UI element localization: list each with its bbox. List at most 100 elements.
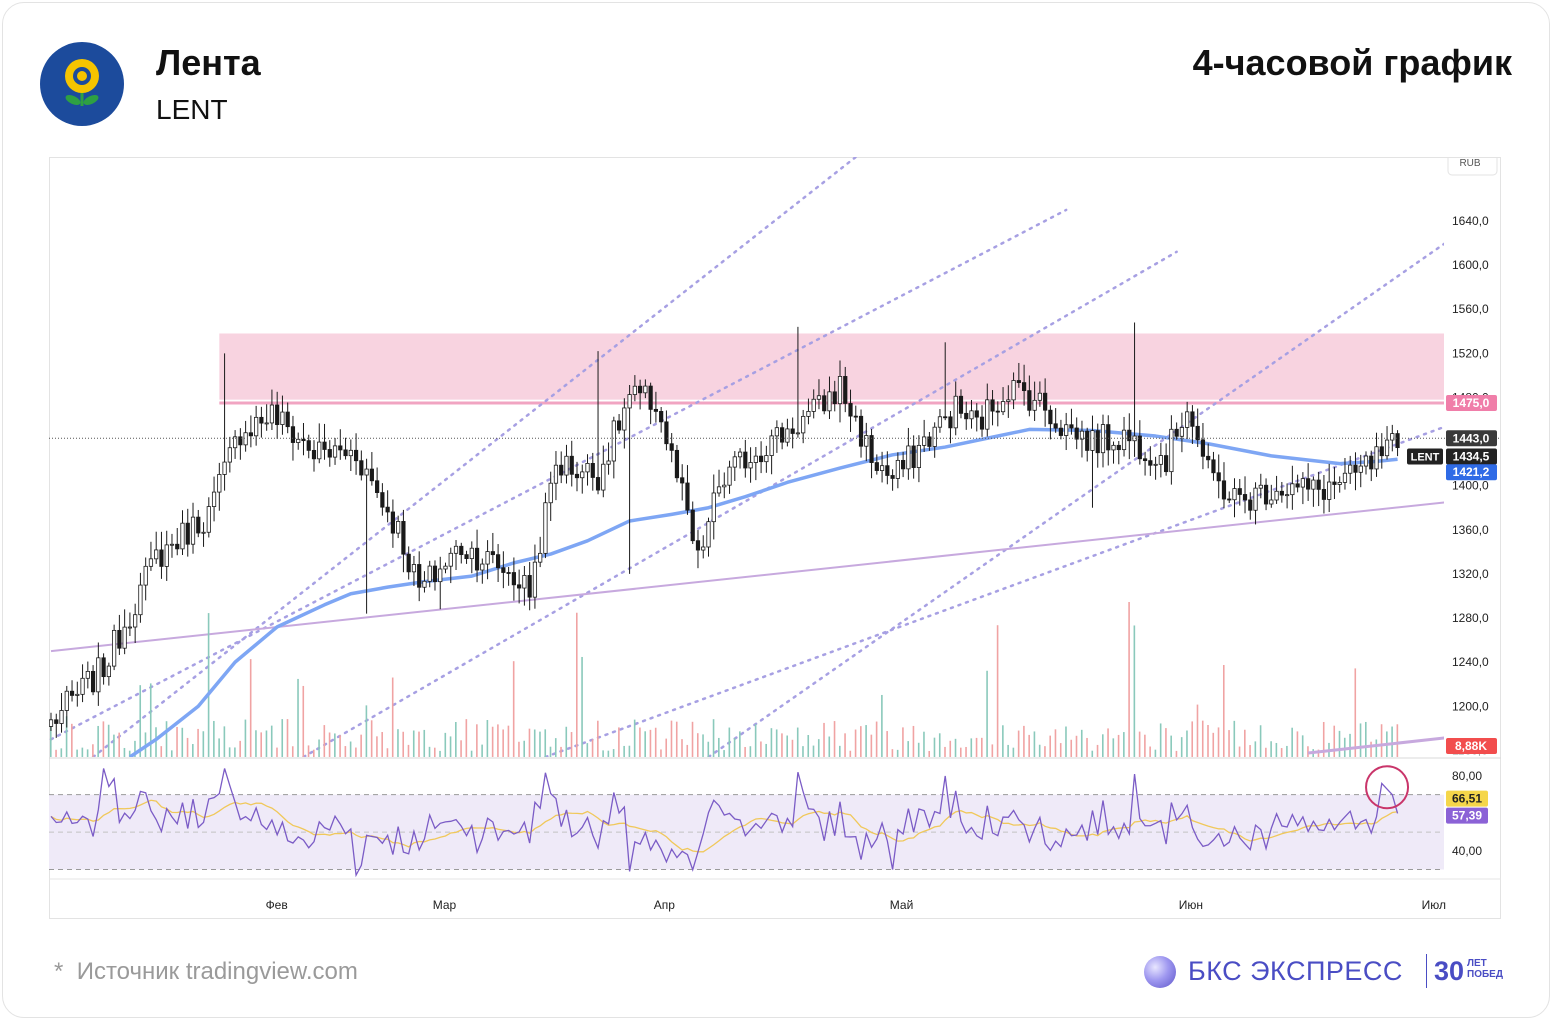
volume-bar: [928, 750, 931, 757]
price-plot-area: [49, 157, 1444, 757]
volume-bar: [355, 747, 357, 757]
volume-bar: [433, 747, 436, 757]
candle: [732, 451, 737, 482]
volume-bar: [649, 729, 652, 757]
volume-bar: [1138, 731, 1141, 757]
candle: [1053, 408, 1058, 433]
candle: [1306, 463, 1311, 501]
candle: [1032, 381, 1037, 421]
volume-bar: [707, 741, 710, 757]
chart-timeframe-title: 4-часовой график: [1192, 42, 1512, 83]
volume-bar: [539, 731, 541, 757]
candle: [248, 415, 253, 448]
candle: [964, 401, 969, 430]
candle: [722, 472, 727, 499]
candle: [133, 603, 138, 644]
candle: [1064, 412, 1069, 451]
volume-bar: [565, 726, 568, 757]
candle: [112, 624, 117, 671]
volume-trendline: [1307, 736, 1444, 755]
price-tick-label: 1320,0: [1452, 567, 1489, 581]
candle: [238, 428, 243, 460]
candle: [275, 391, 280, 439]
volume-bar: [1201, 720, 1204, 757]
month-label: Июн: [1179, 898, 1203, 912]
candle: [206, 497, 211, 538]
volume-bar: [81, 747, 84, 757]
candle: [1279, 481, 1284, 503]
candle: [632, 375, 637, 402]
candle: [743, 439, 748, 478]
month-label: Апр: [654, 898, 676, 912]
price-tick-label: 1280,0: [1452, 611, 1489, 625]
volume-bar: [507, 725, 510, 757]
ma-price-tag: 1421,2: [1453, 465, 1490, 479]
candle: [706, 517, 711, 557]
volume-bar: [949, 740, 952, 757]
month-label: Мар: [433, 898, 457, 912]
volume-bar: [86, 749, 89, 757]
volume-bar: [549, 746, 552, 757]
candle: [501, 551, 506, 589]
volume-bar: [923, 731, 925, 757]
volume-bar: [407, 744, 410, 757]
volume-bar: [817, 739, 820, 757]
volume-bar: [497, 724, 499, 757]
candle: [1337, 476, 1342, 493]
candle: [122, 609, 127, 655]
candle: [406, 546, 411, 580]
candle: [906, 427, 911, 480]
candle: [1074, 417, 1079, 450]
candle: [396, 515, 401, 539]
volume-bar: [276, 747, 278, 757]
candle: [1169, 415, 1174, 485]
volume-bar: [938, 733, 941, 757]
brand-years: 30: [1434, 956, 1465, 986]
volume-bar: [597, 720, 599, 757]
volume-bar: [1023, 725, 1025, 757]
volume-bar: [328, 732, 331, 757]
volume-bar: [491, 726, 494, 757]
volume-bar: [186, 737, 189, 757]
candle: [627, 385, 632, 574]
candle: [495, 544, 501, 582]
volume-bar: [1144, 734, 1146, 757]
volume-bar: [523, 740, 525, 757]
volume-bar: [576, 612, 578, 757]
candle: [1384, 426, 1390, 460]
candle: [332, 437, 338, 465]
volume-bar: [1049, 735, 1051, 757]
candle: [1206, 443, 1211, 469]
volume-bar: [334, 733, 336, 757]
candle: [890, 469, 895, 491]
volume-bar: [728, 727, 731, 757]
candle: [264, 404, 269, 431]
volume-bar: [460, 740, 462, 757]
volume-bar: [344, 746, 347, 757]
candle: [827, 376, 832, 420]
candle: [548, 471, 553, 521]
volume-bar: [959, 747, 962, 757]
candle: [90, 665, 96, 696]
candle: [101, 653, 106, 685]
volume-bar: [1128, 602, 1130, 757]
volume-bar: [418, 731, 420, 757]
candle: [1242, 476, 1248, 514]
volume-bar: [1154, 749, 1157, 757]
volume-bar: [828, 736, 831, 757]
chart-border: [49, 157, 1501, 919]
volume-bar: [1133, 625, 1136, 757]
volume-bar: [644, 731, 646, 757]
candle: [474, 529, 480, 583]
volume-bar: [775, 729, 778, 757]
candle: [774, 420, 779, 453]
volume-bar: [386, 748, 389, 757]
candle: [932, 422, 937, 458]
volume-bar: [1375, 739, 1378, 757]
volume-bar: [975, 737, 978, 757]
candle: [1227, 491, 1232, 504]
resistance-zone: [219, 333, 1444, 400]
volume-bar: [1070, 739, 1073, 757]
volume-bar: [623, 745, 625, 757]
candle: [553, 451, 559, 501]
